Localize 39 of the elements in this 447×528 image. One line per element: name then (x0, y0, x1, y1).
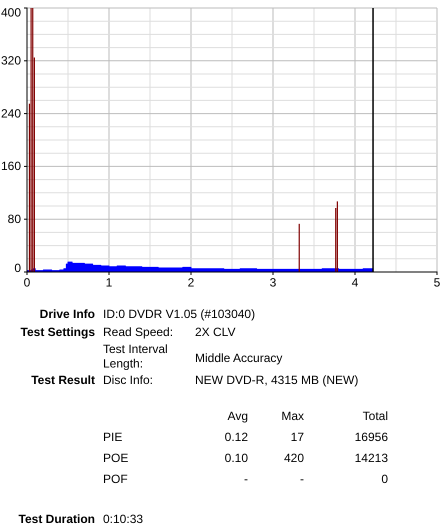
text: 0 (381, 472, 388, 486)
x-tick-label: 3 (270, 276, 277, 290)
text: PIE (103, 430, 122, 444)
text: Test Duration (18, 512, 95, 526)
x-tick-label: 0 (24, 276, 31, 290)
text: 0.10 (224, 451, 248, 465)
x-tick-label: 2 (188, 276, 195, 290)
y-tick-label: 400 (0, 5, 22, 20)
y-tick-label: 240 (0, 106, 22, 120)
text: 0:10:33 (103, 512, 144, 526)
y-tick-label: 0 (14, 261, 22, 275)
x-tick-label: 5 (434, 276, 441, 290)
text: 0.12 (224, 430, 248, 444)
text: POF (103, 472, 128, 486)
text: Disc Info: (103, 373, 154, 387)
y-tick-label: 160 (0, 159, 22, 174)
text: 420 (284, 451, 304, 465)
text: 17 (290, 430, 304, 444)
text: - (300, 472, 304, 486)
text: Test Interval Length: (103, 342, 168, 370)
y-tick-label: 320 (0, 54, 22, 68)
text: 16956 (354, 430, 388, 444)
text: Drive Info (40, 307, 95, 321)
text: Test Result (31, 373, 95, 387)
text: 2X CLV (195, 325, 236, 339)
text: Total (362, 409, 388, 423)
text: NEW DVD-R, 4315 MB (NEW) (195, 373, 358, 387)
text: Test Settings (20, 325, 96, 339)
text: Middle Accuracy (195, 351, 282, 365)
y-tick-label: 80 (8, 212, 22, 226)
x-tick-label: 4 (352, 276, 359, 290)
text: - (244, 472, 248, 486)
x-tick-label: 1 (106, 276, 113, 290)
text: ID:0 DVDR V1.05 (#103040) (103, 307, 256, 321)
text: Read Speed: (103, 325, 174, 339)
text: Avg (228, 409, 248, 423)
text: POE (103, 451, 128, 465)
text: 14213 (354, 451, 388, 465)
text: Max (281, 409, 304, 423)
